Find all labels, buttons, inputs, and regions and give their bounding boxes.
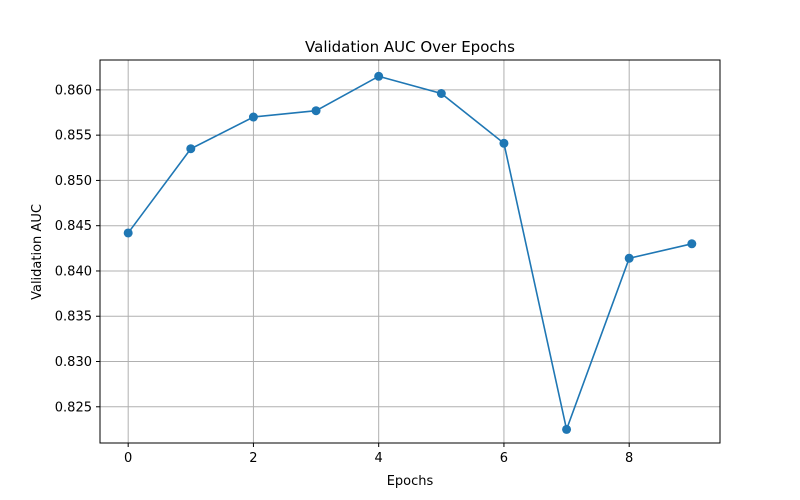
chart-title: Validation AUC Over Epochs xyxy=(305,38,515,56)
x-tick-label: 6 xyxy=(500,451,508,466)
data-point xyxy=(436,89,446,99)
x-tick-label: 2 xyxy=(249,451,257,466)
y-tick-label: 0.845 xyxy=(55,219,92,234)
data-point xyxy=(499,138,509,148)
x-tick-label: 0 xyxy=(124,451,132,466)
series-layer xyxy=(123,71,697,434)
y-tick-label: 0.860 xyxy=(55,83,92,98)
data-point xyxy=(311,106,321,116)
y-tick-label: 0.830 xyxy=(55,355,92,370)
x-axis-label: Epochs xyxy=(387,474,434,489)
data-point xyxy=(374,71,384,81)
data-point xyxy=(248,112,258,122)
grid xyxy=(100,60,720,443)
plot-area-frame xyxy=(99,59,721,444)
data-point xyxy=(562,424,572,434)
y-axis-label: Validation AUC xyxy=(30,204,45,300)
data-point xyxy=(624,253,634,263)
data-point xyxy=(186,144,196,154)
y-tick-label: 0.850 xyxy=(55,174,92,189)
y-tick-label: 0.835 xyxy=(55,310,92,325)
ticks: 0 2 4 6 8 0.825 0.830 0.835 0.840 0.845 0.850 0.855… xyxy=(55,83,634,466)
x-tick-label: 4 xyxy=(375,451,383,466)
x-tick-label: 8 xyxy=(625,451,633,466)
y-tick-label: 0.840 xyxy=(55,264,92,279)
y-tick-label: 0.825 xyxy=(55,400,92,415)
data-point xyxy=(123,228,133,238)
series-line xyxy=(127,75,692,433)
y-tick-label: 0.855 xyxy=(55,129,92,144)
data-point xyxy=(687,239,697,249)
